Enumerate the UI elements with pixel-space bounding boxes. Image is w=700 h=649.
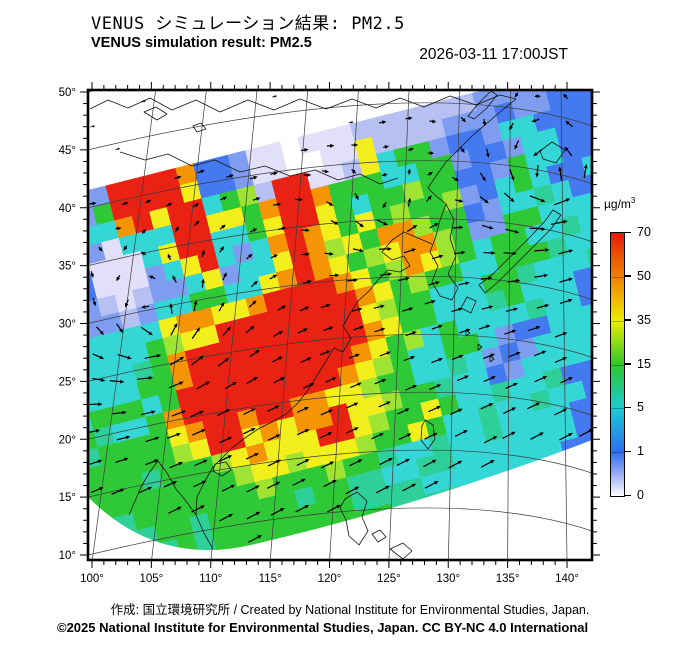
coastline-china-coast: [195, 231, 433, 550]
forecast-timestamp: 2026-03-11 17:00JST: [419, 46, 568, 63]
coastline-hokkaido: [539, 141, 566, 164]
coastline-honshu: [478, 209, 562, 294]
colorbar-unit-base: µg/m: [604, 197, 631, 211]
lon-axis-label: 125°: [377, 573, 401, 585]
colorbar-tick-label: 0: [637, 488, 644, 502]
coastline-north-coast: [89, 94, 517, 113]
colorbar-level-line: [611, 452, 624, 454]
lon-axis-label: 110°: [199, 573, 222, 585]
colorbar-tick-label: 70: [637, 225, 651, 239]
lat-axis-label: 30°: [59, 319, 76, 331]
colorbar-tick-label: 35: [637, 312, 651, 327]
lon-axis-label: 120°: [318, 573, 342, 585]
lon-axis-label: 140°: [555, 573, 579, 585]
lon-axis-label: 135°: [496, 573, 520, 585]
lat-axis-label: 35°: [59, 261, 76, 273]
colorbar-tick: [625, 450, 631, 453]
colorbar-tick: [625, 406, 631, 409]
colorbar-unit-label: µg/m3: [604, 196, 635, 211]
coastline-mongolia-border: [119, 151, 399, 185]
coastline-luzon: [339, 491, 369, 546]
colorbar-tick: [625, 275, 631, 277]
colorbar-tick: [625, 231, 631, 233]
page-title-english: VENUS simulation result: PM2.5: [91, 35, 312, 51]
colorbar-tick-label: 1: [637, 444, 644, 459]
lat-axis-label: 25°: [59, 376, 76, 388]
colorbar-unit-exponent: 3: [630, 196, 636, 205]
coastline-ryukyu-2: [477, 343, 483, 351]
colorbar-tick: [625, 319, 631, 321]
coastline-visayas: [371, 529, 387, 543]
colorbar-tick-label: 5: [637, 400, 644, 415]
coastline-primorye-coast: [427, 98, 517, 205]
coastline-kyushu: [460, 296, 477, 314]
lat-axis-label: 50°: [59, 87, 76, 99]
lat-axis-label: 20°: [59, 434, 76, 446]
colorbar-level-line: [611, 408, 624, 410]
page-title-japanese: VENUS シミュレーション結果: PM2.5: [91, 14, 405, 34]
lon-axis-label: 100°: [80, 573, 104, 585]
coastline-taiwan: [420, 419, 436, 450]
lat-axis-label: 45°: [59, 145, 76, 157]
lon-axis-label: 130°: [436, 573, 460, 585]
coastline-indochina: [128, 460, 197, 516]
lat-axis-label: 10°: [59, 550, 76, 562]
pm25-colorbar: [610, 232, 625, 497]
colorbar-level-line: [611, 276, 624, 278]
colorbar-level-line: [611, 364, 624, 366]
coastline-ryukyu-1: [465, 329, 471, 337]
colorbar-level-line: [611, 320, 624, 322]
copyright-line: ©2025 National Institute for Environment…: [57, 620, 589, 635]
lon-axis-label: 105°: [139, 573, 163, 585]
colorbar-tick: [625, 363, 631, 365]
coastline-ryukyu-3: [489, 355, 495, 363]
coastline-lake-baikal: [143, 106, 168, 121]
coastline-hainan: [212, 461, 232, 477]
lon-axis-label: 115°: [259, 573, 282, 585]
colorbar-tick-label: 50: [637, 268, 651, 283]
coastline-korea: [429, 203, 459, 301]
coastline-mindanao: [389, 542, 413, 560]
coastline-lake-small: [192, 122, 207, 133]
lat-axis-label: 40°: [59, 203, 76, 215]
colorbar-tick: [625, 494, 631, 496]
credit-line: 作成: 国立環境研究所 / Created by National Instit…: [110, 603, 590, 617]
colorbar-tick-label: 15: [637, 356, 651, 371]
coastline-sakhalin: [467, 90, 498, 120]
lat-axis-label: 15°: [59, 492, 76, 504]
